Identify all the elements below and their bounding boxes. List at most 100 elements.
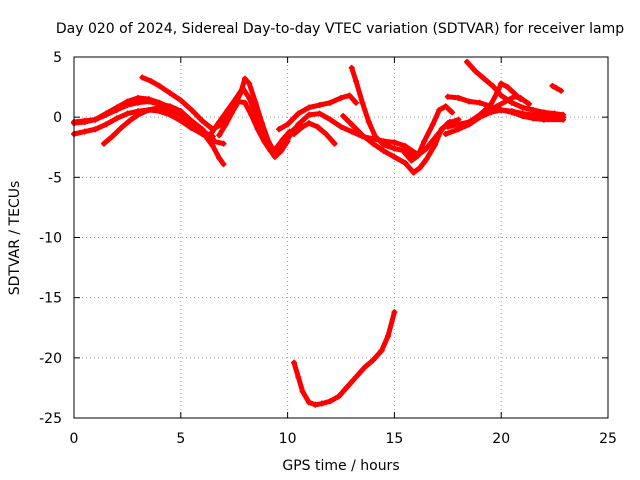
data-point xyxy=(220,140,227,147)
data-point xyxy=(284,135,291,142)
series-sat-p xyxy=(464,58,567,118)
data-point xyxy=(338,94,344,101)
x-tick-label: 5 xyxy=(176,431,185,447)
data-point xyxy=(493,103,500,110)
data-point xyxy=(352,78,359,85)
data-point xyxy=(348,121,355,128)
data-point xyxy=(220,161,227,168)
data-point xyxy=(402,159,409,166)
data-point xyxy=(464,58,471,65)
data-point xyxy=(481,75,488,82)
data-point xyxy=(103,111,110,118)
data-point xyxy=(391,145,398,152)
series-sat-j xyxy=(284,110,419,157)
data-point xyxy=(246,80,253,87)
data-point xyxy=(530,115,537,122)
data-point xyxy=(370,140,377,147)
data-point xyxy=(391,139,398,146)
y-tick-label: 5 xyxy=(53,50,62,66)
data-point xyxy=(199,128,206,135)
data-point xyxy=(421,138,428,145)
data-point xyxy=(314,123,321,130)
data-point xyxy=(126,117,133,124)
data-point xyxy=(265,144,272,151)
series-trace xyxy=(216,99,293,154)
data-point xyxy=(117,124,124,131)
series-sat-t xyxy=(291,309,398,408)
data-point xyxy=(252,111,259,118)
data-point xyxy=(295,110,302,117)
data-point xyxy=(359,99,366,106)
data-point xyxy=(431,141,438,148)
data-point xyxy=(81,118,88,125)
data-point xyxy=(316,110,323,117)
data-point xyxy=(436,106,443,113)
data-point xyxy=(485,106,492,113)
data-point xyxy=(291,359,298,366)
x-tick-label: 10 xyxy=(279,431,297,447)
data-point xyxy=(139,74,146,81)
data-point xyxy=(352,374,359,381)
data-point xyxy=(316,102,323,109)
data-point xyxy=(327,398,334,405)
series-trace xyxy=(445,81,523,130)
data-point xyxy=(188,118,195,125)
data-point xyxy=(384,333,391,340)
y-axis-label: SDTVAR / TECUs xyxy=(7,181,23,296)
data-point xyxy=(519,104,526,111)
y-tick-label: 0 xyxy=(53,110,62,126)
data-point xyxy=(410,169,417,176)
data-point xyxy=(402,150,409,157)
data-point xyxy=(338,123,344,130)
data-point xyxy=(207,131,214,138)
data-point xyxy=(498,92,505,99)
data-point xyxy=(216,132,223,139)
data-point xyxy=(553,85,560,92)
data-point xyxy=(241,99,248,106)
series-trace xyxy=(464,59,566,118)
data-point xyxy=(444,93,451,100)
data-point xyxy=(466,121,473,128)
data-point xyxy=(417,164,424,171)
data-point xyxy=(346,92,353,99)
data-point xyxy=(305,120,312,127)
data-point xyxy=(271,153,278,160)
data-point xyxy=(560,116,567,123)
data-point xyxy=(414,152,421,159)
series-trace xyxy=(291,309,397,408)
data-point xyxy=(380,141,387,148)
data-point xyxy=(241,75,248,82)
series-trace xyxy=(101,105,226,167)
data-point xyxy=(299,123,306,130)
data-point xyxy=(135,99,142,106)
data-point xyxy=(348,128,355,135)
data-point xyxy=(380,147,387,154)
data-point xyxy=(92,126,99,133)
data-point xyxy=(147,78,154,85)
data-point xyxy=(188,106,195,113)
data-point xyxy=(455,126,462,133)
data-point xyxy=(229,109,236,116)
y-tick-label: -5 xyxy=(48,170,62,186)
data-point xyxy=(295,121,302,128)
data-point xyxy=(391,153,398,160)
data-point xyxy=(177,97,184,104)
data-point xyxy=(124,110,131,117)
data-point xyxy=(455,94,462,101)
series-trace xyxy=(291,120,338,147)
data-point xyxy=(438,126,445,133)
data-point xyxy=(408,157,415,164)
data-point xyxy=(305,104,312,111)
data-point xyxy=(449,109,456,116)
data-point xyxy=(109,133,116,140)
data-point xyxy=(177,111,184,118)
series-sat-i xyxy=(276,92,359,133)
data-point xyxy=(276,126,283,133)
chart-title: Day 020 of 2024, Sidereal Day-to-day VTE… xyxy=(56,21,624,37)
data-point xyxy=(124,102,131,109)
data-point xyxy=(466,98,473,105)
series-sat-s xyxy=(549,82,565,94)
data-point xyxy=(81,128,88,135)
data-point xyxy=(429,121,436,128)
data-point xyxy=(498,80,505,87)
